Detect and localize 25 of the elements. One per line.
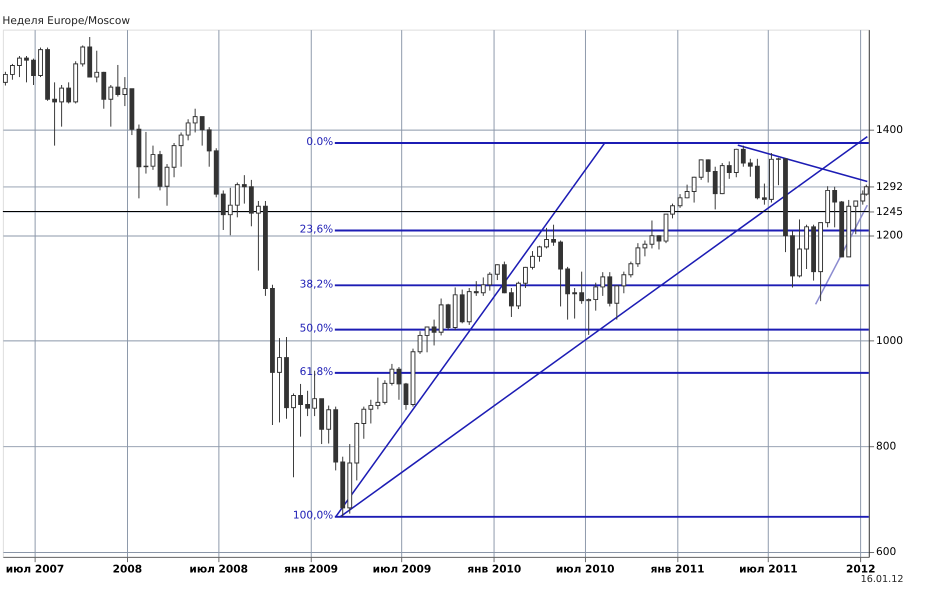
x-tick-label: июл 2011 <box>739 564 798 576</box>
annotation: 61,8% <box>300 366 334 378</box>
annotation: 38,2% <box>300 278 334 290</box>
x-tick-label: янв 2009 <box>284 564 338 576</box>
y-tick-label: 1200 <box>876 230 904 242</box>
y-tick-label: 1292 <box>876 181 903 194</box>
annotation: 100,0% <box>292 510 334 522</box>
text: 16.01.12 <box>860 574 904 585</box>
chart-title: Неделя Europe/Moscow <box>2 14 130 27</box>
x-tick-label: июл 2010 <box>556 564 614 576</box>
annotation: 23,6% <box>300 223 334 236</box>
x-tick-label: 2008 <box>112 564 142 576</box>
y-tick-label: 800 <box>876 440 896 453</box>
x-tick-label: янв 2011 <box>650 564 704 576</box>
y-tick-label: 1000 <box>876 335 904 348</box>
y-tick-label: 600 <box>876 546 896 558</box>
x-tick-label: 2012 <box>846 564 876 576</box>
annotation: 0.0% <box>306 136 334 148</box>
x-tick-label: июл 2009 <box>372 564 432 576</box>
x-tick-label: июл 2008 <box>189 564 248 576</box>
x-tick-label: янв 2010 <box>467 564 522 576</box>
y-tick-label: 1400 <box>876 124 904 136</box>
y-tick-label: 1245 <box>876 206 903 218</box>
annotation: 50,0% <box>300 322 334 335</box>
x-tick-label: июл 2007 <box>6 564 64 576</box>
